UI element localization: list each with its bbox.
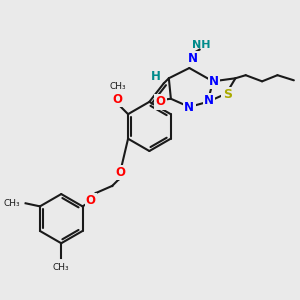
Text: O: O (86, 194, 96, 207)
Text: H: H (151, 70, 160, 83)
Text: O: O (156, 95, 166, 108)
Text: O: O (116, 166, 125, 179)
Text: N: N (188, 52, 197, 65)
Text: O: O (113, 93, 123, 106)
Text: CH₃: CH₃ (4, 199, 20, 208)
Text: NH: NH (192, 40, 211, 50)
Text: N: N (184, 101, 194, 115)
Text: S: S (223, 88, 232, 101)
Text: N: N (209, 75, 219, 88)
Text: N: N (204, 94, 214, 107)
Text: CH₃: CH₃ (110, 82, 126, 91)
Text: CH₃: CH₃ (53, 263, 70, 272)
